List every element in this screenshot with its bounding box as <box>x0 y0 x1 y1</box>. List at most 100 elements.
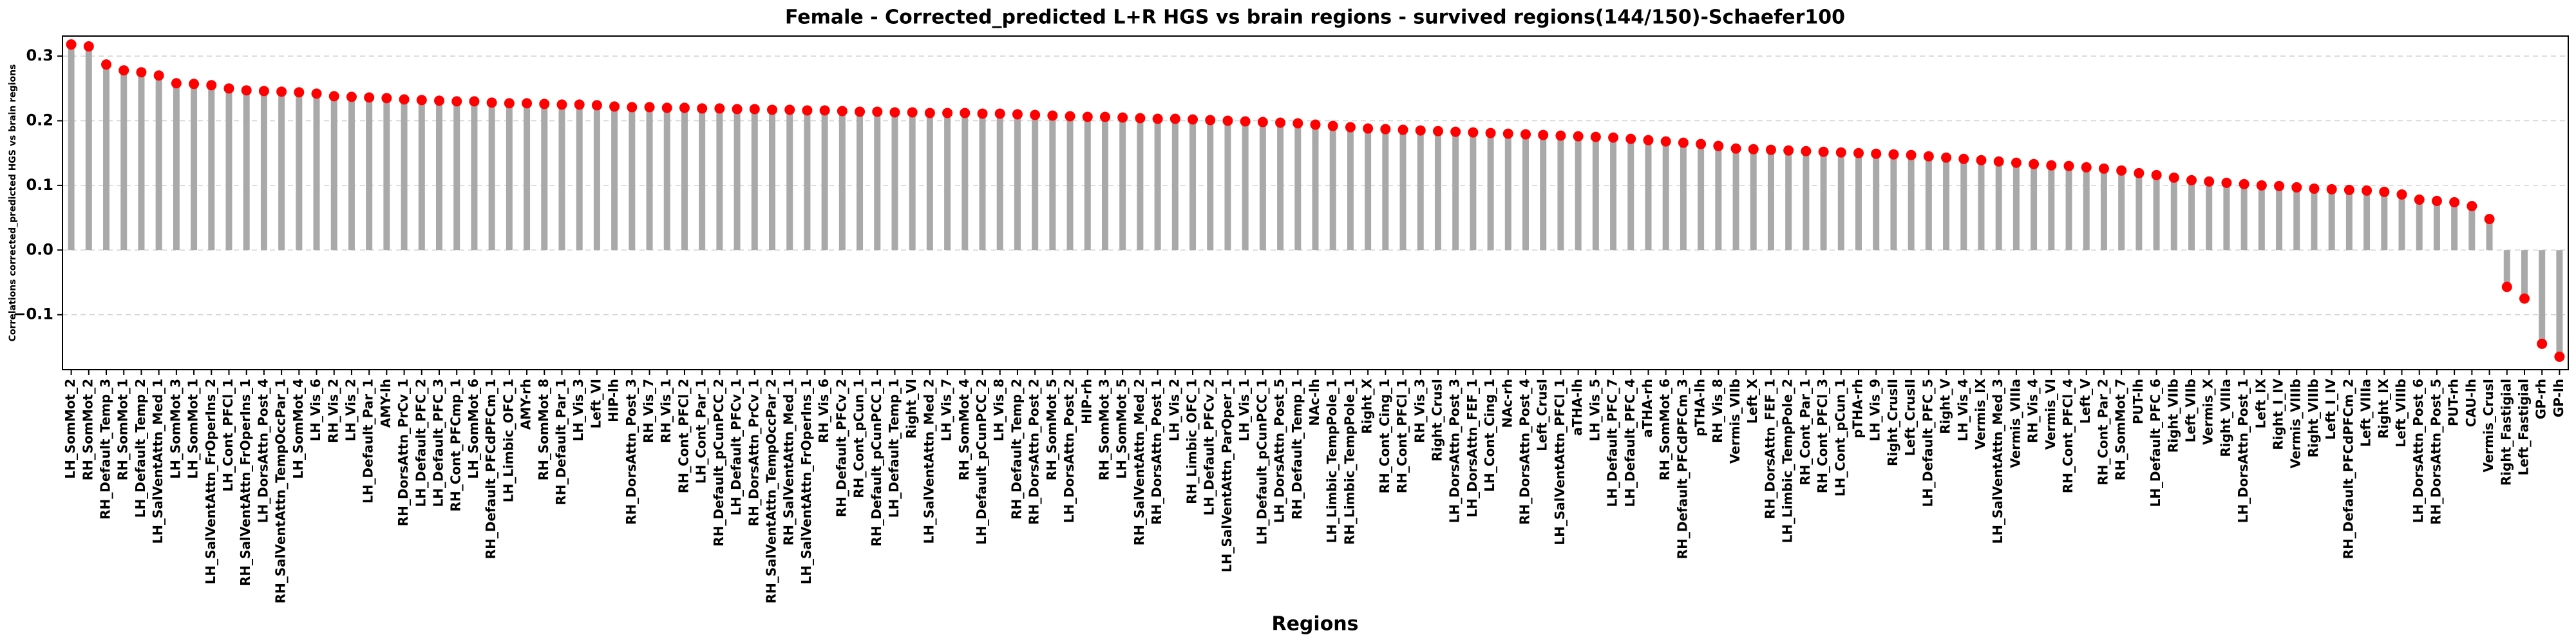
dot <box>2116 165 2127 176</box>
dot <box>591 100 602 111</box>
dot <box>994 108 1005 119</box>
x-tick-label: Right_VIIb <box>2165 379 2181 453</box>
x-tick-label: RH_Cont_PFCl_1 <box>1394 379 1410 493</box>
dot <box>2221 177 2232 188</box>
dot <box>2379 186 2390 197</box>
x-tick-label: RH_DorsAttn_Post_5 <box>2428 379 2443 525</box>
dot <box>889 107 900 118</box>
x-tick-label: RH_SalVentAttn_TempOccPar_1 <box>273 379 289 603</box>
dot <box>556 99 567 110</box>
dot <box>1625 133 1636 144</box>
x-tick-label: LH_SalVentAttn_Med_3 <box>1990 379 2005 544</box>
dot <box>522 98 533 109</box>
x-tick-label: RH_Default_Temp_2 <box>1009 379 1024 520</box>
dot <box>1958 153 1969 164</box>
x-tick-label: LH_DorsAttn_Post_5 <box>1272 379 1287 523</box>
dot <box>2449 196 2460 207</box>
dot <box>1188 114 1198 125</box>
dot <box>1923 151 1934 162</box>
x-tick-label: RH_Vis_3 <box>1412 379 1427 443</box>
x-tick-label: LH_SalVentAttn_Med_1 <box>150 379 166 544</box>
dot <box>153 70 164 81</box>
x-tick-label: RH_DorsAttn_Post_2 <box>1027 379 1042 525</box>
x-tick-label: NAc-lh <box>1307 379 1322 426</box>
x-tick-label: LH_Default_Par_1 <box>361 379 376 504</box>
x-tick-label: LH_Cont_pCun_1 <box>1832 379 1848 497</box>
x-tick-label: LH_SomMot_1 <box>185 379 201 479</box>
dot <box>1643 135 1654 146</box>
dot <box>1275 117 1286 128</box>
x-tick-label: Right_VI <box>904 379 919 439</box>
dot <box>1432 126 1443 137</box>
x-tick-label: RH_DorsAttn_PrCv_1 <box>746 379 761 526</box>
y-tick-label: 0.3 <box>26 46 53 64</box>
dot <box>1520 129 1531 140</box>
dot <box>2537 338 2548 349</box>
x-tick-label: LH_Cont_Par_1 <box>694 379 709 484</box>
x-tick-label: RH_DorsAttn_Post_4 <box>1517 379 1533 525</box>
x-tick-label: RH_Vis_8 <box>1710 379 1725 443</box>
x-tick-label: RH_DorsAttn_FEF_1 <box>1762 379 1777 519</box>
x-tick-label: Right_VIIIa <box>2218 379 2233 457</box>
y-tick-label: 0.1 <box>26 176 53 194</box>
x-tick-label: RH_DorsAttn_Post_1 <box>1149 379 1164 525</box>
dot <box>1748 144 1759 155</box>
x-tick-label: HIP-lh <box>606 379 621 422</box>
x-tick-label: RH_Vis_1 <box>658 379 674 443</box>
x-tick-label: Right_CrusI <box>1429 379 1444 462</box>
dot <box>1310 119 1321 130</box>
x-tick-label: LH_Default_Temp_1 <box>886 379 902 518</box>
dot <box>1696 138 1707 149</box>
x-tick-label: pTHA-rh <box>1850 379 1866 439</box>
dot <box>855 106 866 117</box>
x-tick-label: Vermis_VIIIa <box>2007 379 2023 468</box>
x-tick-label: Left_VIIIb <box>2393 379 2409 448</box>
dot <box>1713 140 1724 151</box>
x-tick-label: RH_SomMot_7 <box>2113 379 2128 480</box>
x-tick-label: Vermis_VI <box>2043 379 2058 450</box>
dot <box>644 102 655 113</box>
x-tick-label: LH_Vis_9 <box>1868 379 1883 441</box>
x-tick-label: RH_SalVentAttn_Med_1 <box>781 379 797 545</box>
x-tick-label: LH_Default_Temp_2 <box>133 379 148 518</box>
x-tick-label: PUT-rh <box>2446 379 2461 426</box>
x-tick-label: RH_Cont_PFCl_2 <box>676 379 691 493</box>
dot <box>1853 147 1864 158</box>
dot <box>1590 131 1601 142</box>
x-tick-label: LH_Default_PFC_5 <box>1920 379 1935 507</box>
x-tick-label: Right_Fastigial <box>2498 379 2514 486</box>
dot <box>258 86 269 97</box>
dot <box>1363 123 1374 134</box>
x-tick-label: LH_SomMot_4 <box>290 379 306 479</box>
x-tick-label: LH_Limbic_OFC_1 <box>500 379 516 502</box>
x-tick-label: LH_Cont_PFCl_1 <box>220 379 236 491</box>
dot <box>1678 137 1689 148</box>
dot <box>1941 152 1952 163</box>
dot <box>101 59 112 70</box>
x-tick-label: NAc-rh <box>1499 379 1515 428</box>
dot <box>189 79 200 90</box>
dot <box>346 91 357 102</box>
dot <box>2554 351 2565 362</box>
dot <box>1906 149 1917 160</box>
x-tick-label: LH_SalVentAttn_ParOper_1 <box>1219 379 1235 573</box>
x-tick-label: LH_Vis_8 <box>991 379 1007 441</box>
dot <box>1047 110 1058 121</box>
dot <box>1380 124 1391 135</box>
y-axis-label: Correlations corrected_predicted HGS vs … <box>8 64 18 342</box>
x-tick-label: RH_SalVentAttn_Med_2 <box>1132 379 1147 545</box>
x-tick-label: RH_Cont_PFCmp_1 <box>448 379 464 511</box>
dot <box>732 104 743 115</box>
x-tick-label: Left_VIIIa <box>2358 379 2374 447</box>
dot <box>2046 160 2057 171</box>
dot <box>2291 182 2302 193</box>
x-tick-label: Left_V <box>2078 378 2093 424</box>
x-tick-label: LH_DorsAttn_FEF_1 <box>1464 379 1480 517</box>
x-tick-label: RH_SomMot_2 <box>80 379 95 480</box>
x-tick-label: LH_Default_pCunPCC_2 <box>974 379 989 545</box>
x-tick-label: LH_Limbic_TempPole_1 <box>1324 379 1340 543</box>
dot <box>1502 128 1513 139</box>
x-tick-label: LH_SomMot_2 <box>62 379 78 479</box>
dot <box>2326 184 2337 194</box>
